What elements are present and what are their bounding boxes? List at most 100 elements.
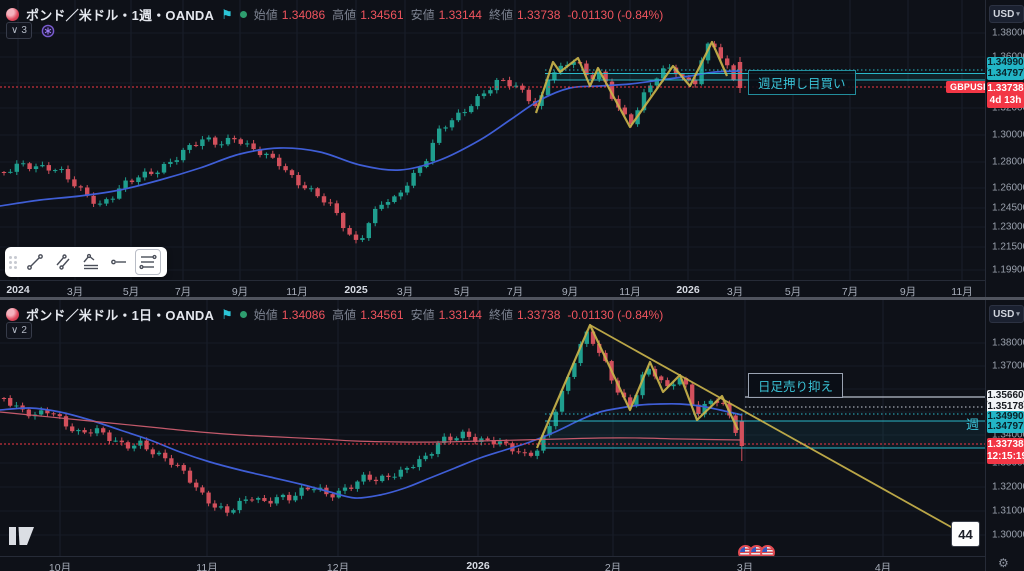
time-tick-label: 5月 [784, 286, 802, 298]
price-badge-white: 1.35178 [987, 401, 1024, 413]
change-value: -0.01130 (-0.84%) [567, 7, 664, 22]
ohlc-close-value: 1.33738 [517, 7, 561, 22]
daily-time-axis[interactable]: 10月 11月 12月 2026 2月 3月 4月 [0, 556, 985, 571]
trend-drawings[interactable] [534, 40, 729, 129]
time-tick-label: 2026 [466, 560, 490, 571]
time-tick-label: 2026 [676, 284, 700, 296]
price-axis-label: 1.24500 [992, 202, 1024, 214]
time-tick-label: 3月 [726, 286, 744, 298]
time-tick-label: 9月 [231, 286, 249, 298]
daily-price-chart-canvas[interactable] [0, 300, 985, 556]
ohlc-open-value: 1.34086 [281, 7, 326, 22]
flag-icon[interactable]: ⚑ [221, 307, 233, 322]
time-tick-label: 7月 [174, 286, 192, 298]
daily-price-axis[interactable]: USD ▾ ⚙ 1.380001.370001.340001.330001.32… [985, 300, 1024, 571]
symbol-title-daily[interactable]: ポンド／米ドル・1日・OANDA [26, 308, 215, 323]
market-open-dot [239, 311, 247, 318]
moving-average-lines [0, 402, 743, 499]
currency-button-daily[interactable]: USD ▾ [989, 305, 1024, 323]
daily-zone-label[interactable]: 日足売り抑え [748, 373, 844, 398]
panel-divider[interactable] [0, 297, 1024, 300]
price-badge-cyan: 1.34797 [987, 421, 1024, 433]
symbol-logo [6, 308, 19, 321]
change-value: -0.01130 (-0.84%) [567, 307, 664, 322]
tradingview-logo[interactable] [9, 527, 35, 545]
parallel-lines-tool-icon[interactable] [51, 250, 75, 274]
time-tick-label: 9月 [561, 286, 579, 298]
collapsed-indicators-button[interactable]: ∨ 3 [6, 22, 32, 39]
time-tick-label: 4月 [874, 562, 892, 571]
trend-line-tool-icon[interactable] [23, 250, 47, 274]
ohlc-open-label: 始値 [253, 308, 278, 322]
ohlc-open-value: 1.34086 [281, 307, 326, 322]
price-axis-label: 1.38000 [992, 337, 1024, 349]
collapsed-count: 2 [21, 325, 27, 336]
price-badge-cyan: 1.34990 [987, 57, 1024, 69]
price-axis-label: 1.19900 [992, 264, 1024, 276]
time-tick-label: 2025 [344, 284, 368, 296]
price-badge-red: 1.33738 12:15:19 [987, 438, 1024, 464]
ohlc-close-label: 終値 [488, 8, 513, 22]
time-tick-label: 5月 [122, 286, 140, 298]
time-tick-label: 3月 [736, 562, 754, 571]
trendline-bar-count-label[interactable]: 44 [952, 522, 979, 546]
price-axis-label: 1.37000 [992, 360, 1024, 372]
time-tick-label: 7月 [841, 286, 859, 298]
weekly-chart-panel: ポンド／米ドル・1週・OANDA ⚑ 始値 1.34086 高値 1.34561… [0, 0, 985, 280]
weekly-price-chart-canvas[interactable] [0, 0, 985, 280]
bar-countdown: 4d 13h [989, 95, 1022, 106]
level-lines [0, 396, 985, 449]
ohlc-open-label: 始値 [253, 8, 278, 22]
economic-event-flags [738, 545, 775, 556]
ohlc-low-value: 1.33144 [438, 307, 482, 322]
time-tick-label: 3月 [396, 286, 414, 298]
grid-lines [0, 300, 985, 556]
pitchfork-tool-icon[interactable] [79, 250, 103, 274]
time-tick-label: 10月 [48, 562, 72, 571]
drawing-toolbar [5, 247, 167, 277]
collapsed-indicators-button[interactable]: ∨ 2 [6, 322, 32, 339]
currency-button-weekly[interactable]: USD ▾ [989, 5, 1024, 23]
candlestick-series [1, 41, 743, 244]
time-tick-label: 2月 [604, 562, 622, 571]
indicator-icon[interactable] [41, 24, 55, 38]
chevron-down-icon: ∨ [11, 25, 19, 36]
weekly-header-row2: ∨ 3 [6, 22, 55, 39]
parallel-channel-tool-icon[interactable] [135, 249, 161, 275]
symbol-title-weekly[interactable]: ポンド／米ドル・1週・OANDA [26, 8, 215, 23]
weekly-price-axis[interactable]: USD ▾ 1.380001.360001.320001.300001.2800… [985, 0, 1024, 297]
ohlc-close-value: 1.33738 [517, 307, 561, 322]
ohlc-close-label: 終値 [488, 308, 513, 322]
price-scale-settings-gear-icon[interactable]: ⚙ [998, 556, 1009, 570]
time-tick-label: 3月 [66, 286, 84, 298]
trend-drawings[interactable] [535, 323, 961, 533]
grid-lines [0, 0, 985, 280]
daily-header-row2: ∨ 2 [6, 322, 32, 339]
ohlc-high-value: 1.34561 [360, 7, 404, 22]
horizontal-ray-tool-icon[interactable] [107, 250, 131, 274]
time-tick-label: 7月 [506, 286, 524, 298]
time-tick-label: 9月 [899, 286, 917, 298]
price-axis-label: 1.28000 [992, 156, 1024, 168]
ohlc-low-value: 1.33144 [438, 7, 482, 22]
us-flag-event-icon[interactable] [760, 545, 775, 556]
caret-down-icon: ▾ [1016, 311, 1020, 318]
symbol-logo [6, 8, 19, 21]
time-tick-label: 2024 [6, 284, 30, 296]
clipped-zone-label-text[interactable]: 週 [966, 417, 980, 432]
weekly-time-axis[interactable]: 2024 3月 5月 7月 9月 11月 2025 3月 5月 7月 9月 11月 2026 3月 5月 7月… [0, 280, 985, 298]
ohlc-high-value: 1.34561 [360, 307, 404, 322]
ohlc-low-label: 安値 [410, 8, 435, 22]
price-axis-label: 1.21500 [992, 241, 1024, 253]
moving-average-lines [0, 70, 741, 207]
bar-countdown: 12:15:19 [987, 451, 1024, 462]
daily-chart-panel: ポンド／米ドル・1日・OANDA ⚑ 始値 1.34086 高値 1.34561… [0, 300, 985, 556]
flag-icon[interactable]: ⚑ [221, 7, 233, 22]
time-tick-label: 11月 [619, 286, 641, 298]
time-tick-label: 11月 [951, 286, 973, 298]
currency-label: USD [993, 8, 1015, 20]
toolbar-drag-handle[interactable] [9, 255, 17, 269]
ohlc-low-label: 安値 [410, 308, 435, 322]
weekly-zone-label[interactable]: 週足押し目買い [748, 70, 856, 95]
